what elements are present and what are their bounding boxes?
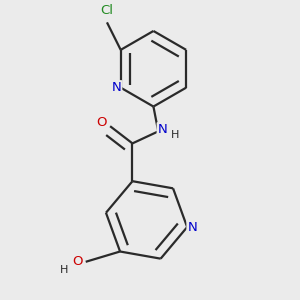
Text: H: H (60, 266, 68, 275)
Text: N: N (112, 81, 121, 94)
Text: O: O (96, 116, 107, 129)
Text: O: O (73, 255, 83, 268)
Text: N: N (188, 220, 197, 234)
Text: H: H (171, 130, 180, 140)
Text: Cl: Cl (100, 4, 113, 17)
Text: N: N (158, 123, 167, 136)
